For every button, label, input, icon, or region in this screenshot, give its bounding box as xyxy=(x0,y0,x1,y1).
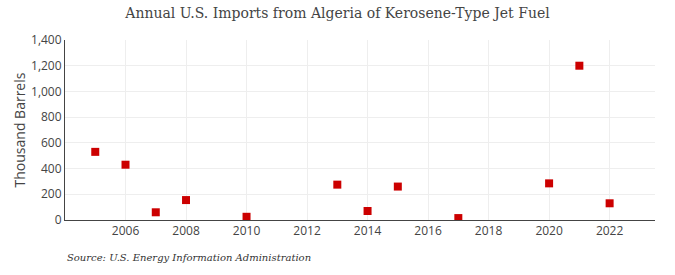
svg-text:400: 400 xyxy=(41,160,62,177)
svg-text:2010: 2010 xyxy=(233,222,261,239)
svg-text:600: 600 xyxy=(41,134,62,151)
svg-text:Source: U.S. Energy Informatio: Source: U.S. Energy Information Administ… xyxy=(67,252,311,263)
svg-text:2006: 2006 xyxy=(112,222,140,239)
svg-text:2014: 2014 xyxy=(354,222,382,239)
svg-text:Thousand Barrels: Thousand Barrels xyxy=(10,72,29,187)
svg-text:200: 200 xyxy=(41,185,62,202)
svg-text:1,000: 1,000 xyxy=(31,83,62,100)
svg-text:2016: 2016 xyxy=(414,222,442,239)
svg-text:2020: 2020 xyxy=(535,222,563,239)
svg-text:1,400: 1,400 xyxy=(31,31,62,48)
svg-text:2012: 2012 xyxy=(293,222,321,239)
svg-text:Annual U.S. Imports from Alger: Annual U.S. Imports from Algeria of Kero… xyxy=(124,5,550,21)
svg-text:2008: 2008 xyxy=(172,222,200,239)
svg-text:2022: 2022 xyxy=(596,222,624,239)
svg-text:0: 0 xyxy=(55,211,62,228)
svg-text:800: 800 xyxy=(41,108,62,125)
svg-text:1,200: 1,200 xyxy=(31,57,62,74)
svg-text:2018: 2018 xyxy=(475,222,503,239)
